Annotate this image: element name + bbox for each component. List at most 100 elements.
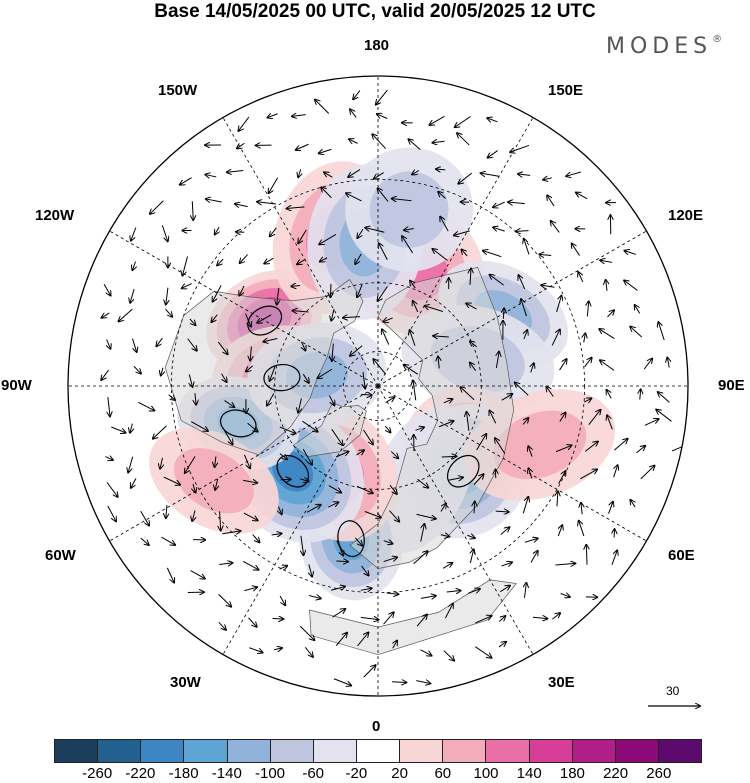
wind-arrow [111, 426, 125, 433]
wind-arrow [643, 359, 652, 370]
wind-arrow [438, 192, 446, 199]
wind-arrow [166, 287, 168, 305]
wind-arrow [383, 557, 397, 563]
wind-arrow [246, 365, 254, 372]
wind-arrow [298, 229, 307, 243]
wind-arrow [249, 647, 262, 653]
wind-arrow [420, 596, 436, 599]
colorbar-swatch [270, 740, 314, 762]
wind-arrow [522, 418, 528, 425]
lon-label-90e: 90E [718, 377, 745, 394]
wind-arrow [584, 358, 592, 368]
wind-arrow [328, 395, 334, 405]
meridian-line [222, 385, 379, 655]
wind-arrow [460, 387, 475, 401]
wind-arrow [392, 682, 406, 683]
wind-vectors [101, 89, 688, 685]
wind-arrow [280, 479, 291, 480]
wind-arrow [475, 616, 491, 624]
wind-arrow [166, 567, 174, 583]
wind-arrow [257, 202, 277, 204]
wind-arrow [252, 534, 260, 543]
wind-arrow [416, 615, 427, 627]
colorbar-swatch [615, 740, 659, 762]
graticule [68, 76, 688, 696]
wind-arrow [581, 503, 582, 515]
wind-arrow [587, 301, 588, 317]
wind-arrow [656, 410, 672, 422]
wind-arrow [442, 563, 452, 569]
wind-arrow [300, 479, 308, 481]
wind-arrow [131, 227, 137, 241]
wind-arrow [349, 139, 358, 143]
wind-arrow [475, 646, 491, 658]
wind-arrow [518, 275, 526, 290]
wind-arrow [133, 365, 141, 373]
colorbar-tick-label: -60 [302, 765, 325, 782]
wind-arrow [372, 134, 387, 150]
colorbar-tick-label: 60 [434, 765, 452, 782]
wind-arrow [192, 201, 193, 220]
wind-arrow [413, 301, 419, 313]
wind-arrow [556, 296, 562, 313]
wind-arrow [599, 329, 615, 340]
wind-arrow [319, 234, 337, 244]
wind-arrow [353, 90, 361, 100]
wind-arrow [410, 281, 416, 289]
wind-arrow [440, 504, 446, 512]
wind-arrow [508, 202, 525, 204]
wind-arrow [301, 535, 304, 555]
wind-arrow [410, 330, 416, 346]
colorbar-swatch [227, 740, 271, 762]
wind-arrow [495, 438, 506, 454]
wind-arrow [488, 150, 498, 158]
contour-layer [219, 305, 480, 558]
wind-arrow [224, 400, 235, 408]
wind-arrow [279, 595, 285, 605]
wind-arrow [221, 373, 227, 382]
wind-arrow [379, 243, 388, 260]
wind-arrow [466, 303, 477, 310]
wind-arrow [105, 457, 112, 461]
wind-arrow [473, 474, 484, 485]
wind-arrow [217, 258, 224, 265]
wind-arrow [220, 511, 221, 530]
wind-arrow [640, 389, 641, 400]
wind-arrow [250, 346, 251, 361]
wind-arrow [521, 299, 527, 317]
wind-arrow [493, 227, 505, 231]
wind-arrow [168, 394, 175, 400]
wind-arrow [606, 390, 612, 399]
colorbar-tick-label: 220 [603, 765, 629, 782]
wind-arrow [667, 358, 669, 368]
wind-arrow [500, 527, 510, 535]
wind-arrow [215, 478, 218, 490]
wind-arrow [432, 141, 445, 143]
wind-arrow [467, 412, 469, 431]
wind-arrow [297, 260, 306, 265]
lon-label-90w: 90W [1, 377, 32, 394]
wind-arrow [361, 565, 369, 575]
wind-arrow [438, 356, 439, 369]
wind-arrow [211, 314, 218, 322]
wind-arrow [416, 513, 436, 518]
wind-arrow [264, 257, 274, 263]
wind-arrow [101, 369, 109, 380]
wind-arrow [227, 171, 244, 173]
wind-arrow [385, 397, 395, 404]
wind-arrow [189, 318, 196, 325]
wind-arrow [624, 280, 638, 291]
wind-arrow [420, 649, 432, 656]
wind-arrow [555, 563, 575, 565]
wind-arrow [346, 193, 362, 202]
wind-arrow [302, 448, 312, 464]
wind-arrow [363, 665, 376, 678]
wind-arrow [108, 397, 110, 416]
wind-arrow [270, 365, 276, 381]
wind-arrow [130, 423, 132, 433]
wind-arrow [402, 236, 414, 254]
land-mass [292, 402, 367, 458]
colorbar-swatch [313, 740, 357, 762]
wind-arrow [644, 419, 659, 426]
wind-arrow [107, 339, 111, 349]
